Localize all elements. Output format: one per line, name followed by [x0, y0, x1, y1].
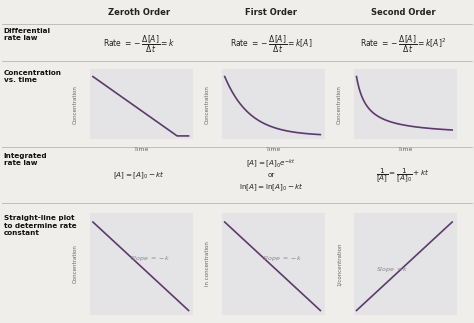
- Text: First Order: First Order: [245, 8, 297, 16]
- Text: Time: Time: [134, 147, 149, 151]
- Text: 1/concentration: 1/concentration: [337, 242, 342, 286]
- Text: Time: Time: [266, 147, 281, 151]
- Text: Straight-line plot
to determine rate
constant: Straight-line plot to determine rate con…: [4, 215, 76, 236]
- Text: $[A] = [A]_0 - kt$: $[A] = [A]_0 - kt$: [113, 170, 165, 181]
- Text: Slope $= k$: Slope $= k$: [376, 265, 409, 274]
- Text: Rate $= -\dfrac{\Delta[A]}{\Delta t} = k$: Rate $= -\dfrac{\Delta[A]}{\Delta t} = k…: [103, 34, 175, 55]
- Text: Concentration
vs. time: Concentration vs. time: [4, 70, 62, 83]
- Text: Differential
rate law: Differential rate law: [4, 28, 51, 41]
- Text: Rate $= -\dfrac{\Delta[A]}{\Delta t} = k[A]^2$: Rate $= -\dfrac{\Delta[A]}{\Delta t} = k…: [360, 34, 446, 55]
- Text: Zeroth Order: Zeroth Order: [108, 8, 171, 16]
- Text: Slope $= -k$: Slope $= -k$: [262, 255, 302, 264]
- Text: Time: Time: [398, 147, 413, 151]
- Text: Rate $= -\dfrac{\Delta[A]}{\Delta t} = k[A]$: Rate $= -\dfrac{\Delta[A]}{\Delta t} = k…: [230, 34, 312, 55]
- Text: Slope $= -k$: Slope $= -k$: [130, 255, 170, 264]
- Text: Concentration: Concentration: [337, 85, 342, 124]
- Text: Concentration: Concentration: [205, 85, 210, 124]
- Text: Concentration: Concentration: [73, 245, 78, 284]
- Text: $[A] = [A]_0 e^{-kt}$
or
$\ln[A] = \ln[A]_0 - kt$: $[A] = [A]_0 e^{-kt}$ or $\ln[A] = \ln[A…: [238, 158, 304, 193]
- Text: $\dfrac{1}{[A]} = \dfrac{1}{[A]_0} + kt$: $\dfrac{1}{[A]} = \dfrac{1}{[A]_0} + kt$: [376, 166, 430, 184]
- Text: Integrated
rate law: Integrated rate law: [4, 153, 47, 166]
- Text: Concentration: Concentration: [73, 85, 78, 124]
- Text: ln concentration: ln concentration: [205, 242, 210, 287]
- Text: Second Order: Second Order: [371, 8, 435, 16]
